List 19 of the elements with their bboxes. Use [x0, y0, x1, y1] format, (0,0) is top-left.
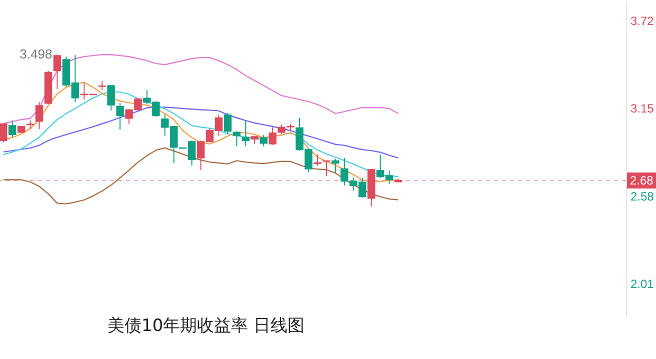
candlestick [242, 120, 250, 147]
y-tick-label: 2.58 [630, 189, 654, 204]
text: 美债10年期收益率 日线图 [108, 316, 305, 336]
annotation: 3.498 [20, 46, 52, 62]
candlestick [332, 158, 340, 174]
line-series [2, 106, 399, 159]
candlestick [35, 102, 44, 130]
y-tick-label: 3.72 [630, 14, 654, 28]
candlestick [268, 126, 276, 146]
candlestick [8, 120, 16, 138]
candlestick [314, 154, 322, 166]
ref-line-label: 2.68 [630, 174, 654, 188]
y-tick-label: 3.15 [630, 102, 654, 116]
candlestick [116, 102, 124, 130]
candlestick [260, 134, 268, 147]
y-tick-label: 2.01 [630, 277, 654, 292]
candlestick [107, 85, 115, 112]
candlestick [53, 54, 62, 90]
candlestick [0, 123, 8, 143]
